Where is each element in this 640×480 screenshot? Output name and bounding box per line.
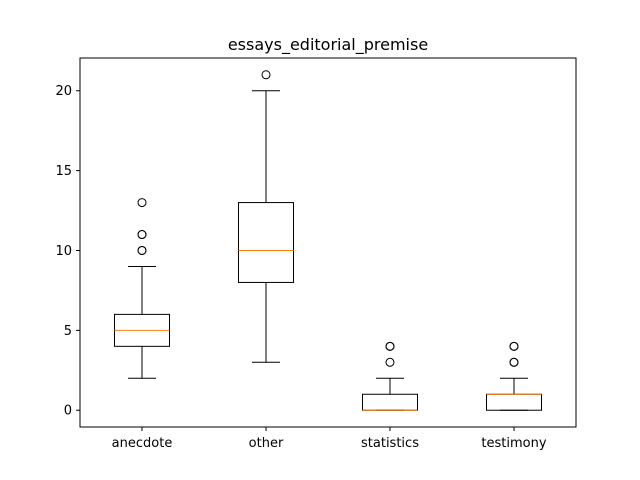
- y-tick-label: 0: [64, 404, 72, 419]
- outlier-point: [385, 341, 395, 351]
- outlier-point: [261, 70, 271, 80]
- iqr-box: [238, 202, 294, 283]
- box-group-testimony: [486, 341, 542, 411]
- y-tick-label: 15: [55, 164, 72, 179]
- x-axis: anecdote other statistics testimony: [112, 427, 547, 451]
- box-group-anecdote: [114, 198, 170, 379]
- outlier-point: [137, 245, 147, 255]
- y-tick-label: 10: [55, 244, 72, 259]
- x-tick-label: statistics: [361, 436, 419, 451]
- outlier-point: [509, 357, 519, 367]
- box-group-other: [238, 70, 294, 363]
- x-tick-label: anecdote: [112, 436, 173, 451]
- plot-area: [114, 70, 542, 411]
- x-tick-label: other: [249, 436, 284, 451]
- axes-frame: [79, 57, 577, 428]
- x-tick-label: testimony: [481, 436, 546, 451]
- outlier-point: [137, 230, 147, 240]
- box-group-statistics: [362, 341, 418, 411]
- chart-title: essays_editorial_premise: [228, 35, 428, 55]
- y-axis: 0 5 10 15 20: [55, 84, 80, 419]
- y-tick-label: 20: [55, 84, 72, 99]
- outlier-point: [509, 341, 519, 351]
- outlier-point: [385, 357, 395, 367]
- y-tick-label: 5: [64, 324, 72, 339]
- outlier-point: [137, 198, 147, 208]
